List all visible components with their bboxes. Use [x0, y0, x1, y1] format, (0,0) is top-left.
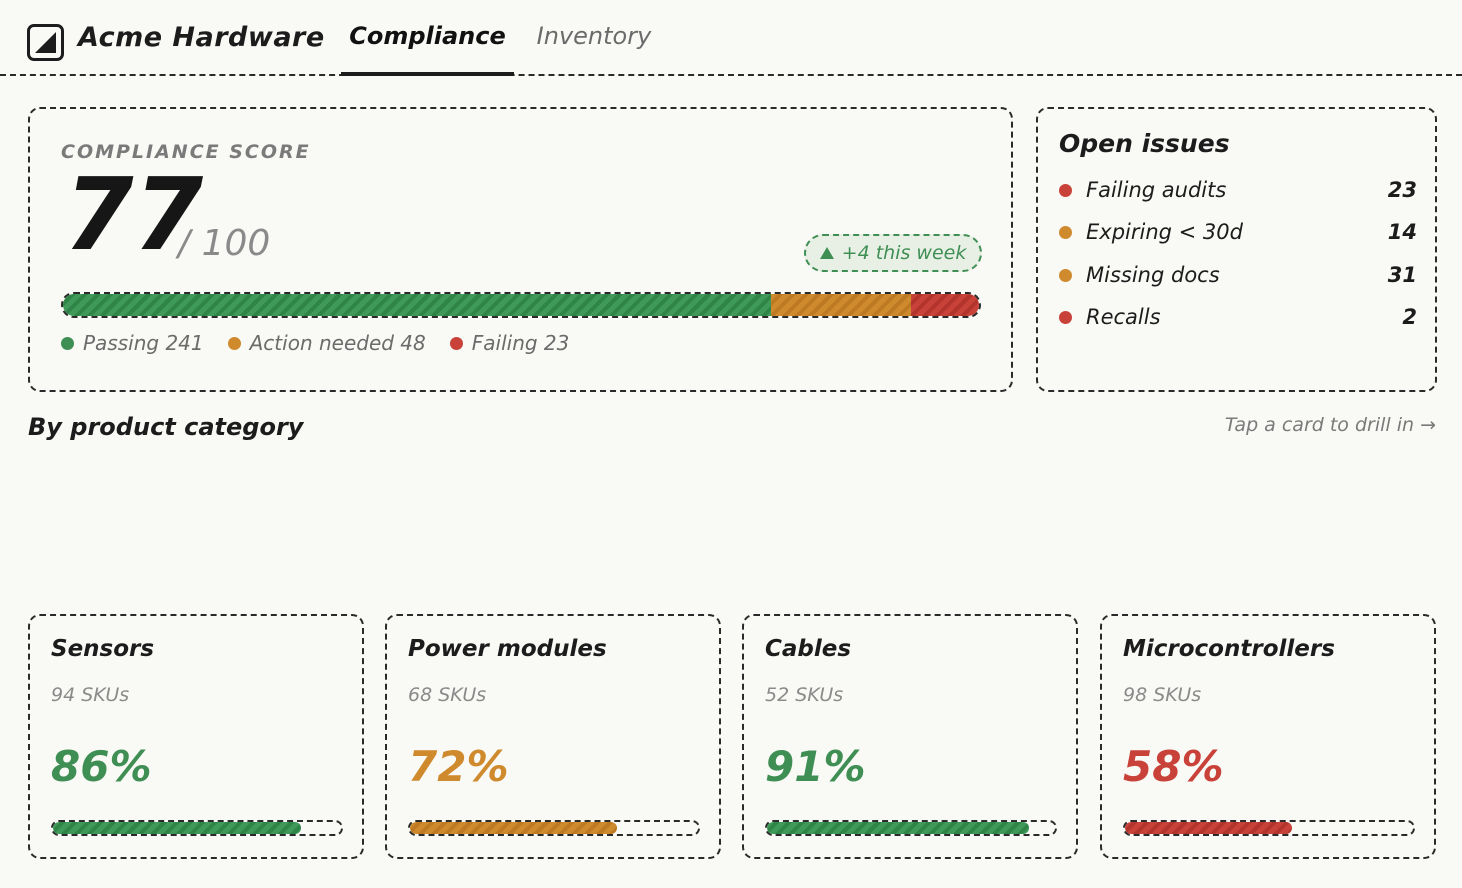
card-progress-fill — [53, 822, 301, 834]
drill-hint: Tap a card to drill in → — [1224, 414, 1436, 436]
score-max: / 100 — [178, 223, 271, 264]
issue-count: 2 — [1402, 305, 1417, 329]
card-percentage: 58% — [1123, 742, 1224, 791]
issue-row[interactable]: Missing docs 31 — [1059, 260, 1417, 290]
legend-passing: Passing 241 — [61, 331, 204, 355]
bar-segment-failing — [911, 294, 979, 316]
card-progress-bar — [51, 820, 343, 836]
legend-passing-label: Passing 241 — [83, 331, 204, 355]
card-percentage: 91% — [765, 742, 866, 791]
trend-badge: +4 this week — [804, 234, 982, 272]
card-percentage: 86% — [51, 742, 152, 791]
issues-title: Open issues — [1059, 129, 1230, 158]
card-title: Power modules — [408, 636, 607, 662]
legend-failing: Failing 23 — [449, 331, 570, 355]
category-card-microcontrollers[interactable]: Microcontrollers 98 SKUs 58% — [1100, 614, 1436, 859]
bar-segment-passing — [63, 294, 771, 316]
trend-up-icon — [819, 247, 834, 259]
card-progress-fill — [410, 822, 618, 834]
orange-dot-icon — [1059, 268, 1072, 282]
legend-action-needed: Action needed 48 — [227, 331, 426, 355]
brand-name: Acme Hardware — [78, 22, 325, 53]
issue-count: 31 — [1387, 263, 1417, 287]
red-dot-icon — [1059, 310, 1072, 324]
section-title: By product category — [28, 413, 304, 441]
score-legend: Passing 241 Action needed 48 Failing 23 — [61, 331, 569, 355]
card-progress-bar — [1123, 820, 1415, 836]
card-title: Microcontrollers — [1123, 636, 1335, 662]
score-value: 77 — [64, 156, 204, 273]
issue-label: Expiring < 30d — [1086, 220, 1243, 244]
issue-row[interactable]: Recalls 2 — [1059, 302, 1417, 332]
category-card-power-modules[interactable]: Power modules 68 SKUs 72% — [385, 614, 721, 859]
compliance-stacked-bar — [61, 292, 981, 318]
card-progress-fill — [767, 822, 1030, 834]
issue-row[interactable]: Expiring < 30d 14 — [1059, 217, 1417, 247]
card-title: Sensors — [51, 636, 155, 662]
score-label: COMPLIANCE SCORE — [61, 141, 311, 163]
card-progress-bar — [765, 820, 1057, 836]
tab-compliance[interactable]: Compliance — [341, 22, 514, 76]
orange-dot-icon — [227, 336, 241, 350]
issue-label: Failing audits — [1086, 178, 1227, 202]
issue-label: Missing docs — [1086, 263, 1220, 287]
logo-icon — [27, 24, 64, 61]
top-nav: Acme Hardware Compliance Inventory — [0, 0, 1462, 76]
legend-action-needed-label: Action needed 48 — [249, 331, 426, 355]
category-card-sensors[interactable]: Sensors 94 SKUs 86% — [28, 614, 364, 859]
orange-dot-icon — [1059, 225, 1072, 239]
issue-count: 23 — [1387, 178, 1417, 202]
card-sku-count: 68 SKUs — [408, 684, 487, 706]
card-title: Cables — [765, 636, 852, 662]
card-progress-fill — [1125, 822, 1293, 834]
issue-row[interactable]: Failing audits 23 — [1059, 175, 1417, 205]
red-dot-icon — [1059, 183, 1072, 197]
card-sku-count: 52 SKUs — [765, 684, 844, 706]
issue-label: Recalls — [1086, 305, 1161, 329]
issue-count: 14 — [1387, 220, 1417, 244]
category-card-cables[interactable]: Cables 52 SKUs 91% — [742, 614, 1078, 859]
tab-inventory[interactable]: Inventory — [536, 22, 652, 50]
open-issues-panel: Open issues Failing audits 23 Expiring <… — [1036, 107, 1437, 392]
card-sku-count: 94 SKUs — [51, 684, 130, 706]
card-sku-count: 98 SKUs — [1123, 684, 1202, 706]
card-percentage: 72% — [408, 742, 509, 791]
trend-label: +4 this week — [841, 242, 967, 264]
card-progress-bar — [408, 820, 700, 836]
compliance-score-panel: COMPLIANCE SCORE 77 / 100 +4 this week P… — [28, 107, 1013, 392]
red-dot-icon — [449, 336, 463, 350]
legend-failing-label: Failing 23 — [471, 331, 570, 355]
green-dot-icon — [61, 336, 74, 350]
bar-segment-action-needed — [770, 294, 912, 316]
